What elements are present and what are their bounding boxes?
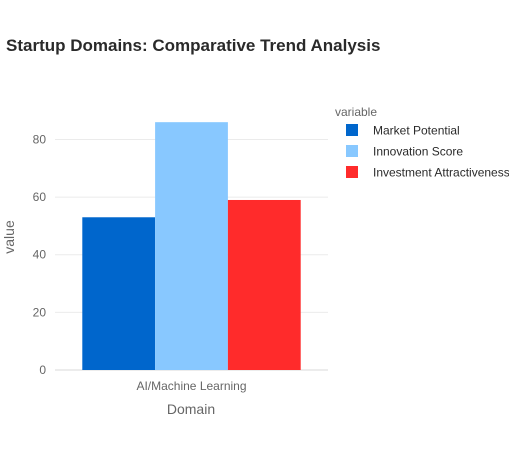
legend-swatch [346,124,358,136]
legend-label[interactable]: Market Potential [373,124,460,138]
bar-investment-attractiveness[interactable] [227,199,301,370]
y-tick-label: 20 [33,305,47,319]
y-tick-label: 40 [33,248,47,262]
y-axis-ticks: 0 20 40 60 80 [33,132,47,377]
bar-market-potential[interactable] [82,217,156,370]
legend-swatch [346,166,358,178]
legend-items: Market Potential Innovation Score Investme… [346,124,509,180]
x-axis-ticks: AI/Machine Learning [136,379,246,393]
bar-innovation-score[interactable] [155,122,228,370]
legend: variable Market Potential Innovation Scor… [335,105,509,180]
legend-label[interactable]: Innovation Score [373,145,463,159]
x-axis-title: Domain [167,401,215,417]
y-tick-label: 80 [33,132,47,146]
legend-title: variable [335,105,377,119]
y-tick-label: 0 [39,363,46,377]
legend-label[interactable]: Investment Attractiveness [373,166,509,180]
legend-swatch [346,145,358,157]
y-axis-title: value [1,220,17,254]
bars [82,122,301,370]
y-tick-label: 60 [33,190,47,204]
x-tick-label: AI/Machine Learning [136,379,246,393]
chart-title: Startup Domains: Comparative Trend Analy… [6,36,380,55]
